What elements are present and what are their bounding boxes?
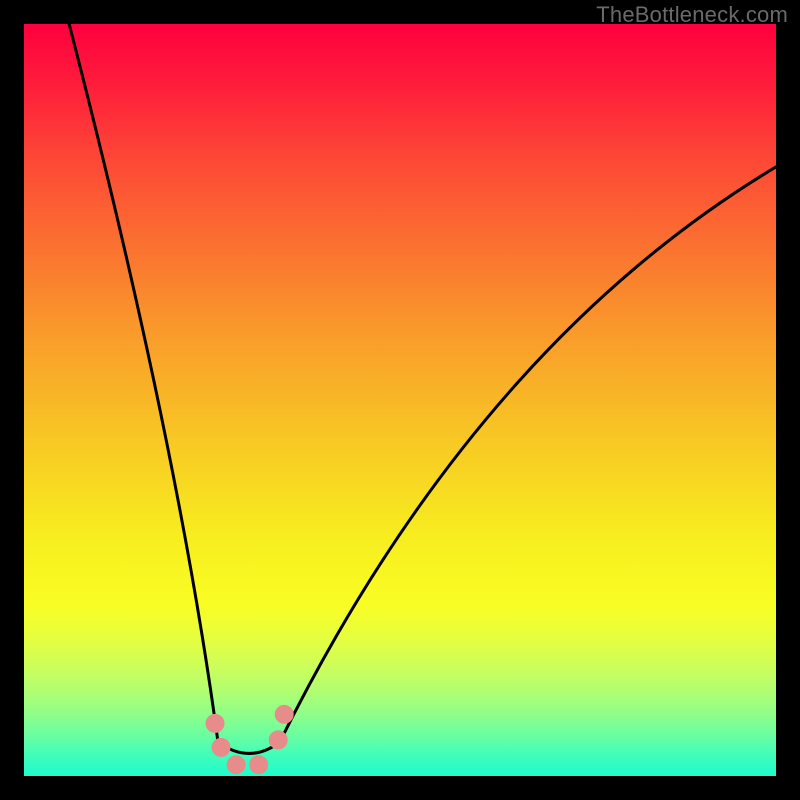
- marker-point: [250, 756, 268, 774]
- chart-svg: [0, 0, 800, 800]
- watermark-label: TheBottleneck.com: [596, 2, 788, 28]
- marker-point: [269, 731, 287, 749]
- marker-point: [227, 756, 245, 774]
- marker-point: [212, 738, 230, 756]
- chart-stage: TheBottleneck.com: [0, 0, 800, 800]
- marker-point: [206, 714, 224, 732]
- plot-area-gradient: [24, 24, 776, 776]
- marker-point: [275, 705, 293, 723]
